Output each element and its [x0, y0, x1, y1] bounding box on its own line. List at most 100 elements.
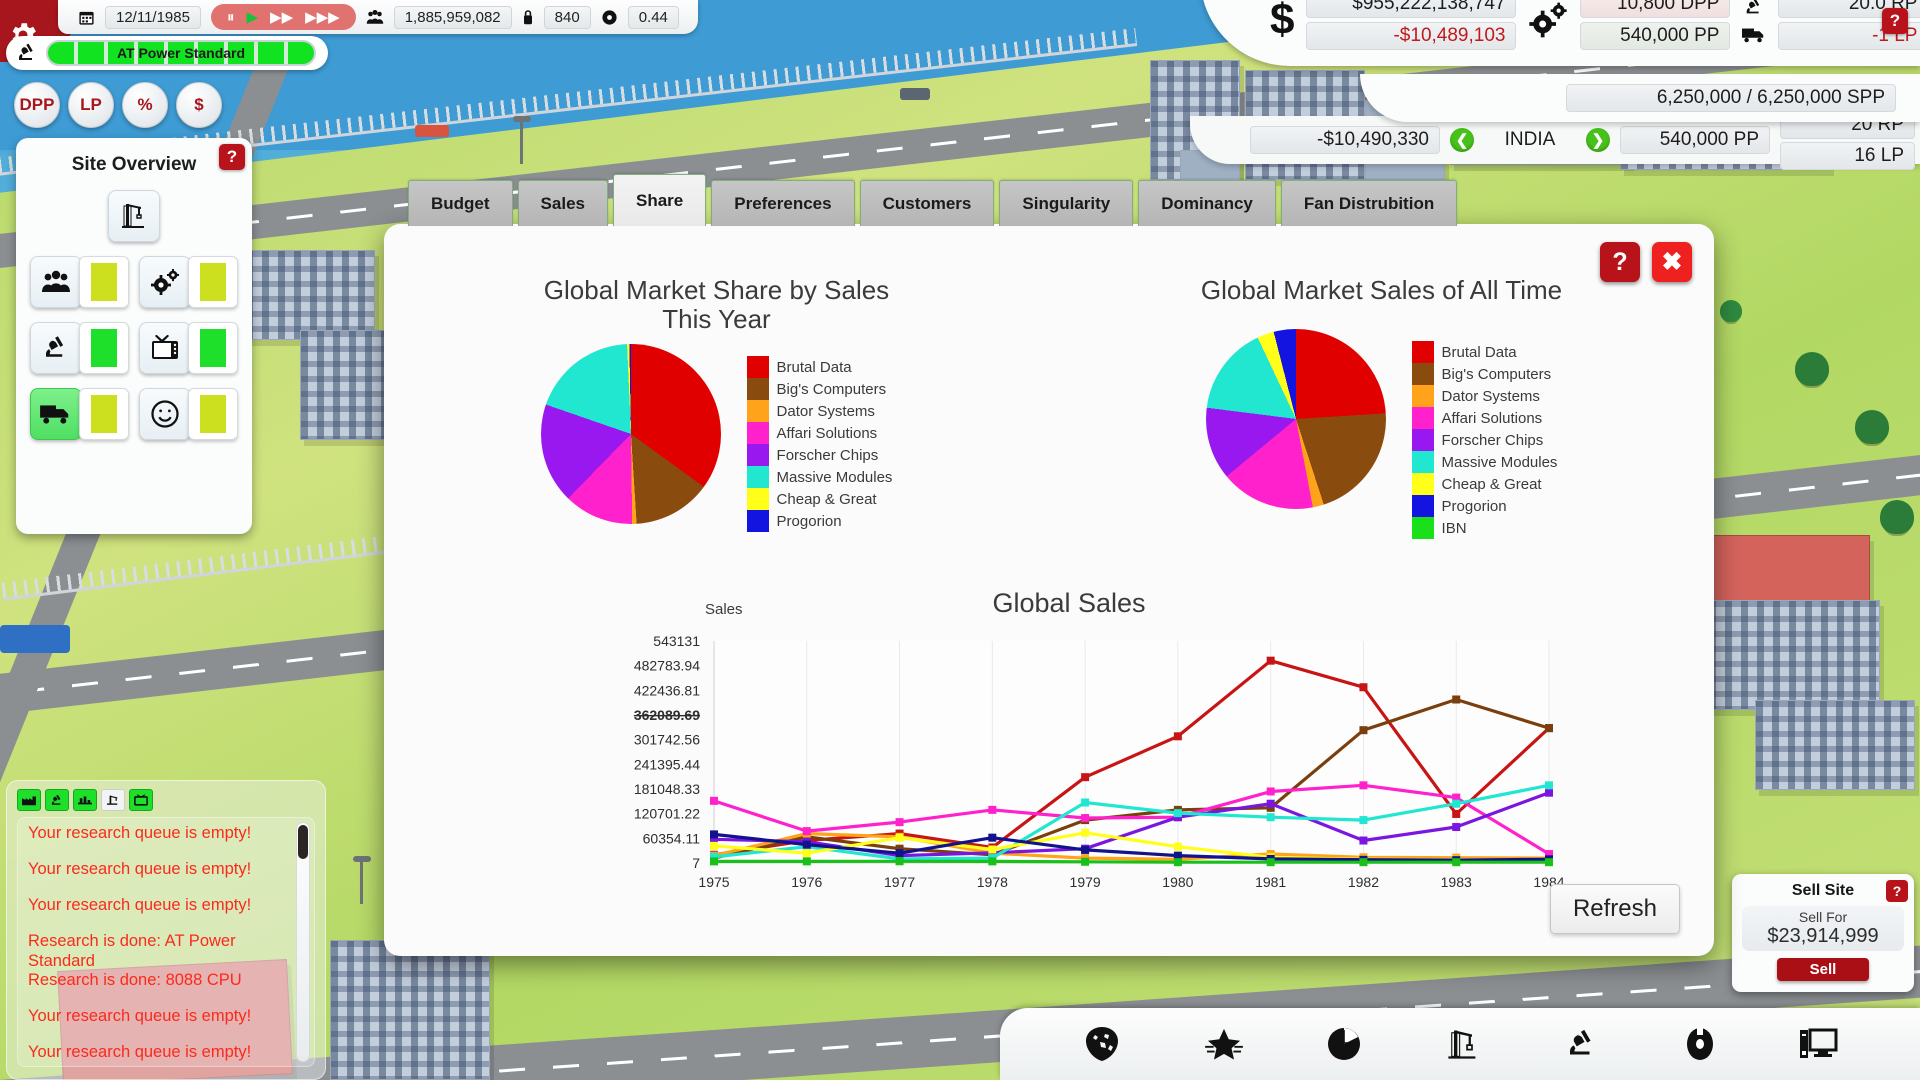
- legend-label: Brutal Data: [1441, 343, 1517, 361]
- tab-share[interactable]: Share: [612, 174, 707, 226]
- data-point-marker: [1173, 809, 1182, 818]
- pie-charts-row: Global Market Share by Sales This Year B…: [384, 275, 1714, 540]
- sell-amount: $23,914,999: [1767, 925, 1879, 947]
- sell-button[interactable]: Sell: [1777, 958, 1869, 981]
- speed-controls[interactable]: ⏸ ▶ ▶▶ ▶▶▶: [210, 4, 356, 30]
- gears-icon: [150, 268, 180, 296]
- legend-swatch: [1411, 341, 1434, 364]
- help-button[interactable]: ?: [1882, 8, 1908, 34]
- log-scrollbar-thumb[interactable]: [298, 825, 308, 859]
- logistics-tile[interactable]: [30, 388, 129, 440]
- log-body: Your research queue is empty! Your resea…: [17, 817, 315, 1067]
- crane-tile[interactable]: [108, 190, 160, 242]
- data-point-marker: [895, 849, 904, 858]
- legend-swatch: [1411, 517, 1434, 540]
- close-icon[interactable]: ✖: [1652, 242, 1692, 282]
- data-point-marker: [1452, 799, 1461, 808]
- factory-icon[interactable]: [17, 789, 41, 811]
- legend-swatch: [1411, 429, 1434, 452]
- pause-icon[interactable]: ⏸: [226, 8, 235, 26]
- data-point-marker: [1359, 781, 1368, 790]
- dpp-button[interactable]: DPP: [14, 82, 60, 128]
- legend-swatch: [1411, 407, 1434, 430]
- employees-tile[interactable]: [30, 256, 129, 308]
- computers-button[interactable]: [1800, 1027, 1838, 1061]
- data-point-marker: [1081, 845, 1090, 854]
- data-point-marker: [1081, 773, 1090, 782]
- tab-dominancy[interactable]: Dominancy: [1138, 180, 1276, 226]
- tab-customers[interactable]: Customers: [859, 180, 995, 226]
- sell-price-box: Sell For $23,914,999: [1742, 906, 1904, 951]
- sell-site-help-button[interactable]: ?: [1886, 880, 1908, 902]
- smiley-icon: [150, 399, 180, 429]
- tab-fan-distribution[interactable]: Fan Distrubition: [1280, 180, 1458, 226]
- refresh-button[interactable]: Refresh: [1549, 884, 1680, 934]
- y-axis-tick: 241395.44: [634, 756, 700, 772]
- tab-singularity[interactable]: Singularity: [999, 180, 1134, 226]
- x-axis-tick: 1979: [1070, 874, 1101, 890]
- progress-fill: [48, 42, 314, 64]
- log-scrollbar[interactable]: [296, 822, 310, 1062]
- x-axis-tick: 1978: [977, 874, 1008, 890]
- research-button[interactable]: [1564, 1026, 1600, 1062]
- marketing-tile[interactable]: [139, 322, 238, 374]
- meter-fill: [91, 395, 117, 433]
- legend-item: Brutal Data: [746, 356, 893, 379]
- log-line: Your research queue is empty!: [28, 824, 252, 842]
- tv-icon[interactable]: [129, 789, 153, 811]
- crane-icon[interactable]: [101, 789, 125, 811]
- prev-region-button[interactable]: ❮: [1450, 128, 1474, 152]
- data-point-marker: [1545, 788, 1553, 797]
- y-axis-tick: 362089.69: [634, 707, 700, 723]
- tab-budget[interactable]: Budget: [408, 180, 513, 226]
- research-progress-bar[interactable]: AT Power Standard: [6, 36, 328, 70]
- line-series: [712, 783, 1551, 856]
- log-line: Your research queue is empty!: [28, 896, 252, 915]
- fastest-forward-icon[interactable]: ▶▶▶: [305, 8, 340, 26]
- next-region-button[interactable]: ❯: [1586, 128, 1610, 152]
- y-axis-tick: 7: [692, 855, 700, 871]
- legend-label: Progorion: [776, 512, 842, 530]
- tab-preferences[interactable]: Preferences: [711, 180, 855, 226]
- boat: [900, 88, 930, 100]
- world-map-button[interactable]: [1082, 1026, 1122, 1062]
- tv-icon: [150, 335, 180, 361]
- construction-button[interactable]: [1445, 1026, 1481, 1062]
- money-total: $955,222,138,747: [1306, 0, 1517, 18]
- lp-button[interactable]: LP: [68, 82, 114, 128]
- y-axis-tick: 482783.94: [634, 658, 700, 674]
- fast-forward-icon[interactable]: ▶▶: [270, 8, 294, 26]
- line-series: [712, 859, 1551, 864]
- percent-button[interactable]: %: [122, 82, 168, 128]
- line-series: [712, 783, 1551, 861]
- data-point-marker: [1173, 851, 1182, 860]
- region-money: -$10,490,330: [1250, 126, 1440, 154]
- site-overview-help-button[interactable]: ?: [219, 144, 245, 170]
- chart-icon[interactable]: [73, 789, 97, 811]
- line-series: [712, 697, 1551, 860]
- modal-help-button[interactable]: ?: [1600, 242, 1640, 282]
- x-axis-tick: 1975: [698, 874, 729, 890]
- research-tile[interactable]: [30, 322, 129, 374]
- favorites-button[interactable]: [1204, 1027, 1243, 1061]
- modal-buttons: ? ✖: [1600, 242, 1692, 282]
- tab-sales[interactable]: Sales: [517, 180, 608, 226]
- production-tile[interactable]: [139, 256, 238, 308]
- street-lamp: [513, 116, 531, 164]
- data-point-marker: [1452, 809, 1461, 818]
- satisfaction-tile[interactable]: [139, 388, 238, 440]
- statistics-button[interactable]: [1326, 1026, 1362, 1062]
- population-value: 1,885,959,082: [393, 5, 512, 29]
- y-axis-tick: 422436.81: [634, 682, 700, 698]
- x-axis-tick: 1976: [791, 874, 822, 890]
- gears-icon: [1528, 2, 1568, 38]
- sell-site-panel: ? Sell Site Sell For $23,914,999 Sell: [1732, 874, 1914, 992]
- play-icon[interactable]: ▶: [246, 8, 259, 26]
- tree: [1795, 352, 1829, 386]
- building: [1755, 700, 1915, 790]
- crane-icon: [1445, 1026, 1481, 1062]
- data-point-marker: [802, 827, 811, 836]
- science-icon[interactable]: [45, 789, 69, 811]
- dollar-button[interactable]: $: [176, 82, 222, 128]
- products-button[interactable]: [1683, 1026, 1717, 1062]
